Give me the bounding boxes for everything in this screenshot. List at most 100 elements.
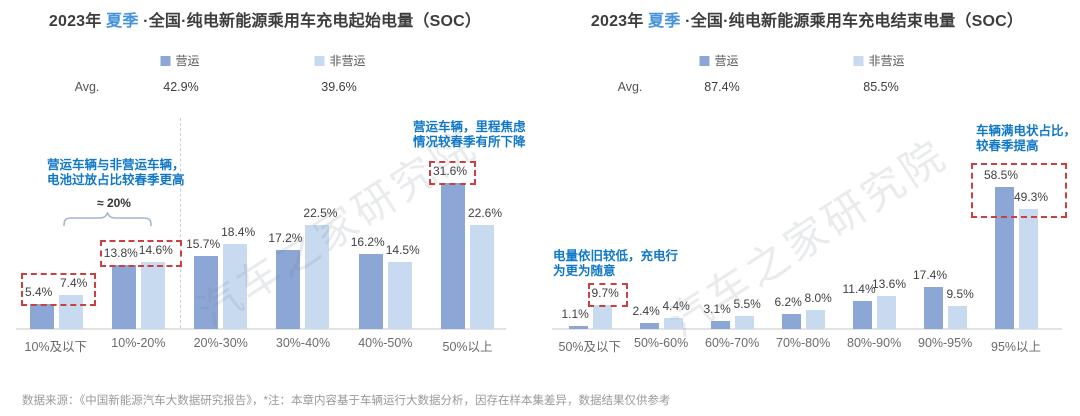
chart-title-end-soc: 2023年 夏季 ·全国·纯电新能源乘用车充电结束电量（SOC） [552, 7, 1062, 31]
bar-operational [710, 321, 730, 329]
highlight-red-dashed-box [99, 240, 182, 267]
legend-label: 营运 [714, 54, 739, 68]
avg-label-right: Avg. [617, 80, 643, 94]
bar-operational [568, 326, 588, 329]
bar-non-operational [947, 306, 967, 329]
bar-operational [639, 323, 659, 329]
bar-non-operational [876, 296, 896, 329]
highlight-red-dashed-box [587, 283, 628, 307]
legend-operational-left: 营运 [160, 52, 200, 69]
title-season-highlight: 夏季 [648, 13, 681, 30]
bar-value-label-operational: 1.1% [561, 307, 589, 321]
legend-swatch-operational [699, 55, 710, 66]
bar-operational [358, 254, 383, 329]
x-axis-right-chart [552, 328, 1062, 330]
legend-label: 非营运 [868, 54, 905, 68]
brace-value-label: ≈ 20% [97, 196, 131, 210]
bar-value-label-operational: 17.4% [913, 268, 948, 282]
title-rest: ·全国·纯电新能源乘用车充电结束电量（SOC） [680, 13, 1024, 30]
bar-value-label-non-operational: 5.5% [733, 297, 761, 311]
annotation-callout: 电量依旧较低，充电行 为更为随意 [553, 249, 679, 278]
bar-value-label-operational: 16.2% [350, 235, 385, 249]
bar-operational [994, 187, 1014, 329]
avg-operational-right: 87.4% [704, 80, 740, 94]
legend-operational-right: 营运 [699, 52, 739, 69]
annotation-callout: 营运车辆与非营运车辆， 电池过放占比较春季更高 [47, 158, 185, 187]
bar-value-label-non-operational: 14.5% [385, 243, 420, 257]
avg-label-left: Avg. [74, 80, 100, 94]
bar-value-label-operational: 5.4% [25, 285, 53, 299]
bar-value-label-operational: 2.4% [632, 304, 660, 318]
bar-non-operational [1018, 209, 1038, 329]
bar-value-label-non-operational: 13.6% [872, 277, 907, 291]
data-source-note: 数据来源：《中国新能源汽车大数据研究报告》，*注：本章内容基于车辆运行大数据分析… [22, 395, 671, 407]
legend-label: 非营运 [329, 54, 366, 68]
legend-non-operational-right: 非营运 [853, 52, 905, 69]
title-rest: ·全国·纯电新能源乘用车充电起始电量（SOC） [138, 13, 482, 30]
highlight-red-dashed-box [429, 161, 476, 185]
bar-operational [276, 250, 301, 329]
category-label: 95%以上 [991, 340, 1042, 354]
category-label: 90%-95% [918, 336, 973, 350]
bar-value-label-non-operational: 8.0% [804, 291, 832, 305]
bar-non-operational [223, 244, 248, 329]
bar-operational [852, 301, 872, 329]
bar-value-label-non-operational: 7.4% [60, 276, 88, 290]
title-prefix: 2023年 [590, 13, 649, 30]
bar-operational [194, 256, 219, 329]
bar-value-label-operational: 6.2% [774, 295, 802, 309]
legend-swatch-non-operational [853, 55, 864, 66]
bar-value-label-operational: 17.2% [268, 231, 303, 245]
category-label: 80%-90% [847, 336, 902, 350]
legend-label: 营运 [175, 54, 200, 68]
bar-non-operational [140, 262, 165, 329]
avg-non-operational-right: 85.5% [863, 80, 899, 94]
category-label: 30%-40% [275, 336, 331, 350]
bar-non-operational [470, 225, 494, 329]
bar-value-label-operational: 11.4% [842, 282, 876, 296]
chart-title-start-soc: 2023年 夏季 ·全国·纯电新能源乘用车充电起始电量（SOC） [15, 7, 515, 31]
bar-value-label-operational: 31.6% [433, 164, 468, 178]
bar-operational [111, 265, 136, 329]
bar-non-operational [663, 318, 683, 329]
category-label: 20%-30% [193, 336, 248, 350]
bar-value-label-non-operational: 22.5% [303, 206, 338, 220]
annotation-callout: 车辆满电状占比， 较春季提高 [976, 124, 1077, 153]
category-label: 10%-20% [111, 336, 166, 350]
bar-non-operational [734, 316, 754, 329]
annotation-callout: 营运车辆，里程焦虑 情况较春季有所下降 [413, 120, 526, 149]
legend-swatch-operational [160, 55, 171, 66]
divider-line [180, 118, 181, 328]
category-label: 50%-60% [634, 336, 689, 350]
bar-value-label-operational: 13.8% [103, 246, 138, 260]
bar-value-label-non-operational: 9.7% [591, 286, 619, 300]
highlight-red-dashed-box [971, 163, 1067, 218]
bar-value-label-non-operational: 9.5% [946, 287, 974, 301]
category-label: 40%-50% [358, 336, 413, 350]
x-axis-left-chart [16, 328, 506, 330]
category-label: 50%以上 [442, 340, 493, 354]
bar-operational [29, 304, 54, 329]
category-label: 50%及以下 [558, 340, 622, 354]
title-prefix: 2023年 [48, 13, 107, 30]
category-label: 60%-70% [705, 336, 760, 350]
bar-operational [441, 183, 465, 329]
bar-value-label-non-operational: 49.3% [1014, 190, 1049, 204]
bar-value-label-operational: 15.7% [186, 237, 221, 251]
bar-non-operational [305, 225, 330, 329]
title-season-highlight: 夏季 [106, 13, 139, 30]
bar-operational [781, 314, 801, 329]
legend-non-operational-left: 非营运 [314, 52, 366, 69]
bar-non-operational [387, 262, 412, 329]
category-label: 70%-80% [776, 336, 831, 350]
avg-operational-left: 42.9% [163, 80, 199, 94]
bar-value-label-operational: 58.5% [984, 168, 1019, 182]
bar-value-label-non-operational: 14.6% [138, 243, 173, 257]
brace-annotation [63, 211, 152, 227]
bar-non-operational [805, 310, 825, 329]
bar-value-label-non-operational: 18.4% [221, 225, 256, 239]
avg-non-operational-left: 39.6% [321, 80, 357, 94]
bar-operational [923, 287, 943, 329]
